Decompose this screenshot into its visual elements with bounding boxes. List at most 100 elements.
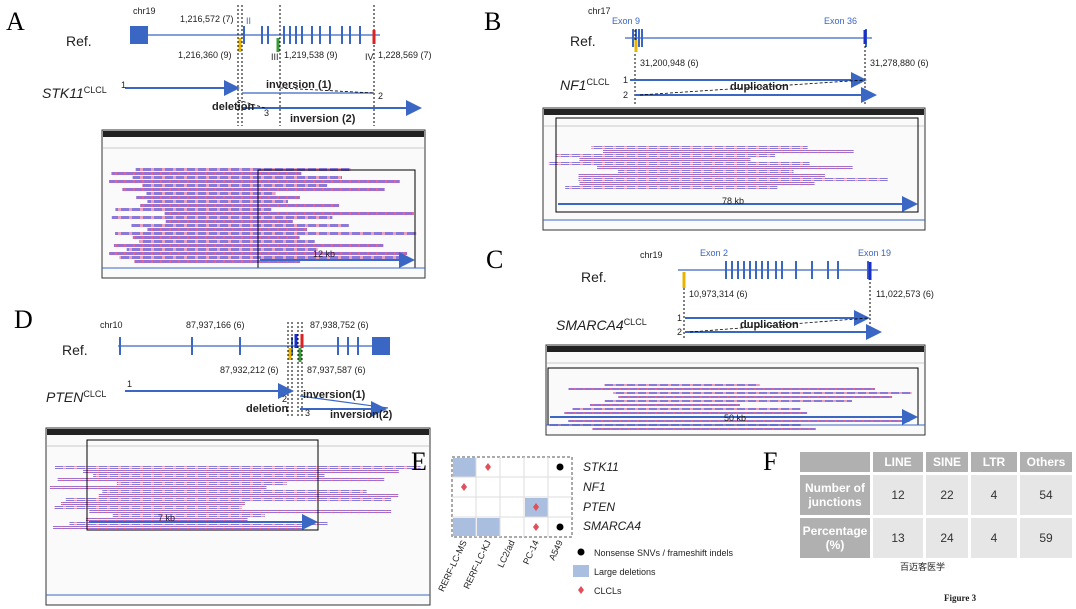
exon-label: III bbox=[271, 52, 279, 62]
snv bbox=[556, 463, 564, 471]
region-box bbox=[86, 439, 319, 531]
reads bbox=[93, 474, 325, 477]
reads bbox=[164, 212, 414, 215]
igv-ruler bbox=[547, 346, 924, 352]
reads bbox=[579, 158, 751, 161]
reads bbox=[54, 466, 421, 469]
reads bbox=[165, 220, 293, 223]
region-box bbox=[555, 117, 919, 213]
reads bbox=[578, 178, 888, 181]
gene: SMARCA4 bbox=[556, 317, 624, 333]
reads bbox=[132, 176, 343, 179]
coord: 10,973,314 (6) bbox=[689, 289, 748, 299]
table-row: Percentage (%) 13 24 4 59 bbox=[800, 518, 1072, 558]
cell-line: A549 bbox=[547, 539, 565, 562]
cell-line: PC-14 bbox=[521, 539, 541, 566]
gene-row: NF1 bbox=[583, 480, 606, 494]
event: inversion(1) bbox=[303, 389, 366, 401]
reads bbox=[131, 224, 349, 227]
line bbox=[279, 87, 375, 94]
panel-letter: E bbox=[411, 447, 427, 476]
junction: 2 bbox=[378, 91, 383, 101]
reads bbox=[604, 383, 760, 386]
scale: 7 kb bbox=[158, 513, 175, 523]
col-head: Others bbox=[1020, 452, 1072, 472]
reads bbox=[564, 411, 808, 414]
reads bbox=[102, 490, 367, 493]
reads bbox=[135, 168, 351, 171]
legend-marker bbox=[577, 548, 585, 556]
corner bbox=[800, 452, 870, 472]
junction: 1 bbox=[623, 75, 628, 85]
junction: 3 bbox=[305, 408, 310, 418]
coord: 1,219,538 (9) bbox=[284, 50, 338, 60]
large-deletion bbox=[453, 458, 476, 477]
cell: 59 bbox=[1020, 518, 1072, 558]
gene-row: STK11 bbox=[583, 460, 619, 474]
chrom: chr17 bbox=[588, 6, 611, 16]
large-deletion bbox=[453, 518, 476, 536]
reads bbox=[98, 494, 399, 497]
reads bbox=[115, 232, 417, 235]
reads bbox=[147, 200, 288, 203]
decorations bbox=[45, 5, 926, 606]
gene: STK11 bbox=[42, 85, 84, 101]
reads bbox=[134, 260, 301, 263]
reads bbox=[578, 174, 825, 177]
legend-label: Large deletions bbox=[594, 567, 656, 577]
reads bbox=[60, 502, 245, 505]
chrom: chr10 bbox=[100, 320, 123, 330]
gene-row: SMARCA4 bbox=[583, 519, 641, 533]
superscript: CLCL bbox=[84, 85, 107, 95]
cell: 13 bbox=[873, 518, 923, 558]
junction: 2 bbox=[623, 90, 628, 100]
coord: 11,022,573 (6) bbox=[876, 289, 934, 299]
coord: 87,937,587 (6) bbox=[307, 365, 366, 375]
reads bbox=[604, 399, 852, 402]
cell: 12 bbox=[873, 475, 923, 515]
reads bbox=[568, 419, 910, 422]
event: inversion(2) bbox=[330, 409, 393, 421]
scale: 78 kb bbox=[722, 196, 744, 206]
reads bbox=[49, 486, 267, 489]
clcl bbox=[533, 503, 539, 511]
reads bbox=[109, 180, 400, 183]
reads bbox=[57, 478, 385, 481]
reads bbox=[140, 204, 340, 207]
scale: 12 kb bbox=[313, 249, 335, 259]
reads bbox=[89, 510, 392, 513]
cell: 24 bbox=[926, 518, 968, 558]
junction: 1 bbox=[677, 313, 682, 323]
event: duplication bbox=[740, 319, 799, 331]
col-head: LINE bbox=[873, 452, 923, 472]
igv-ruler bbox=[47, 429, 429, 435]
junction: 2 bbox=[677, 327, 682, 337]
reads bbox=[565, 186, 778, 189]
reads bbox=[54, 506, 242, 509]
reads bbox=[69, 522, 329, 525]
legend-marker bbox=[578, 586, 584, 594]
gene: PTEN bbox=[46, 389, 84, 405]
reads bbox=[591, 146, 808, 149]
reads bbox=[115, 208, 272, 211]
watermark: 百迈客医学 bbox=[900, 561, 945, 572]
reads bbox=[111, 172, 302, 175]
panel-letter: B bbox=[484, 7, 501, 36]
snv bbox=[556, 523, 564, 531]
ref-label: Ref. bbox=[581, 269, 607, 285]
reads bbox=[139, 240, 315, 243]
superscript: CLCL bbox=[83, 389, 106, 399]
exon-label: Exon 2 bbox=[700, 248, 728, 258]
reads bbox=[119, 256, 401, 259]
coord: 31,200,948 (6) bbox=[640, 58, 699, 68]
gene-label: SMARCA4CLCL bbox=[556, 317, 647, 333]
reads bbox=[147, 228, 308, 231]
event: deletion bbox=[246, 403, 288, 415]
chrom: chr19 bbox=[640, 250, 663, 260]
cell: 54 bbox=[1020, 475, 1072, 515]
clcl bbox=[533, 523, 539, 531]
ref-label: Ref. bbox=[66, 33, 92, 49]
reads bbox=[52, 526, 304, 529]
